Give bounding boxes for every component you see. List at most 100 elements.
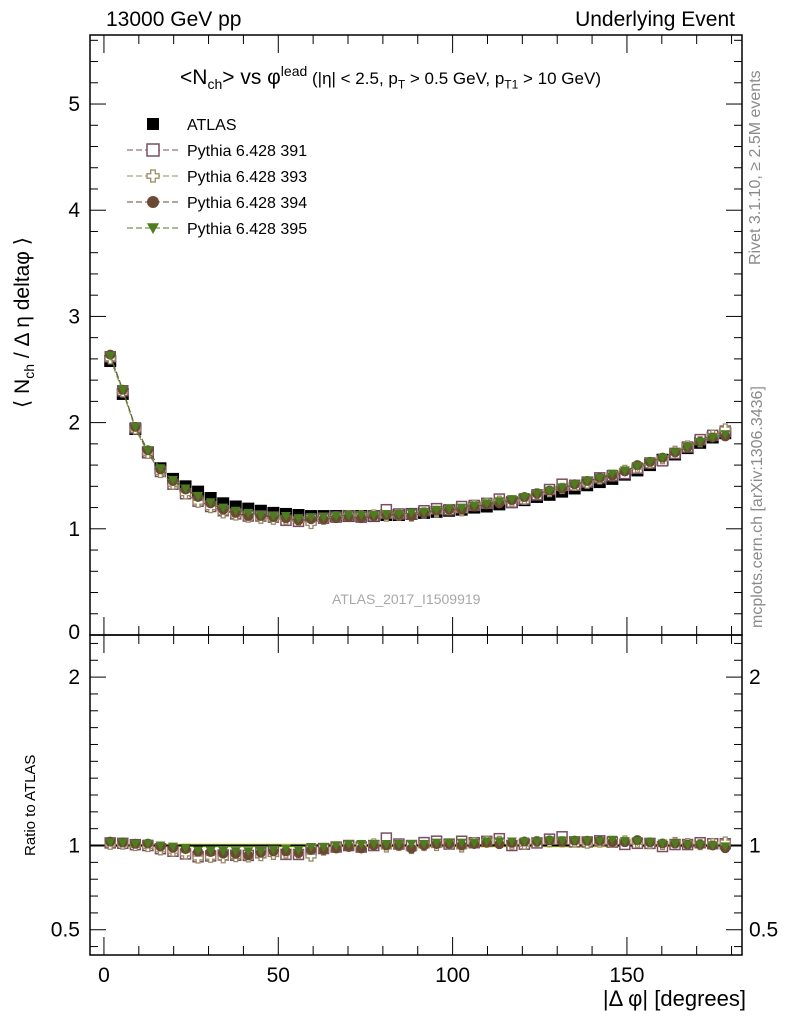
ratio-point-pythia-6-428-395 bbox=[720, 842, 731, 852]
point-pythia-6-428-395 bbox=[619, 466, 630, 476]
ratio-point-pythia-6-428-395 bbox=[180, 843, 191, 853]
point-pythia-6-428-395 bbox=[343, 511, 354, 520]
ratio-point-pythia-6-428-395 bbox=[531, 837, 542, 847]
ratio-point-pythia-6-428-395 bbox=[582, 836, 593, 846]
plot-title: <Nch> vs φlead (|η| < 2.5, pT > 0.5 GeV,… bbox=[180, 63, 601, 93]
point-pythia-6-428-395 bbox=[393, 509, 404, 519]
ratio-point-pythia-6-428-395 bbox=[117, 838, 128, 848]
x-tick-label: 150 bbox=[609, 964, 644, 987]
ratio-point-pythia-6-428-395 bbox=[444, 838, 455, 848]
analysis-watermark: ATLAS_2017_I1509919 bbox=[332, 591, 481, 607]
ratio-point-pythia-6-428-395 bbox=[657, 839, 668, 849]
ratio-point-pythia-6-428-395 bbox=[607, 835, 618, 845]
point-pythia-6-428-395 bbox=[494, 497, 505, 507]
point-pythia-6-428-395 bbox=[293, 514, 304, 524]
ratio-point-pythia-6-428-395 bbox=[331, 841, 342, 851]
ratio-point-pythia-6-428-395 bbox=[155, 841, 166, 851]
legend-label: ATLAS bbox=[187, 117, 237, 134]
point-pythia-6-428-395 bbox=[280, 512, 291, 522]
ratio-point-pythia-6-428-395 bbox=[306, 843, 317, 853]
point-pythia-6-428-395 bbox=[155, 464, 166, 474]
ratio-y-tick-label-right: 1 bbox=[749, 835, 761, 858]
ratio-point-pythia-6-428-395 bbox=[356, 840, 367, 850]
point-pythia-6-428-395 bbox=[569, 480, 580, 490]
point-pythia-6-428-395 bbox=[218, 503, 229, 513]
point-pythia-6-428-395 bbox=[142, 446, 153, 456]
point-pythia-6-428-395 bbox=[644, 457, 655, 467]
ratio-point-pythia-6-428-395 bbox=[142, 839, 153, 849]
legend-label: Pythia 6.428 393 bbox=[187, 169, 307, 186]
header-right: Underlying Event bbox=[575, 8, 735, 31]
legend-marker bbox=[146, 169, 160, 183]
legend-marker bbox=[147, 196, 159, 208]
ratio-point-pythia-6-428-395 bbox=[594, 836, 605, 846]
ratio-point-pythia-6-428-395 bbox=[682, 840, 693, 850]
point-pythia-6-428-395 bbox=[381, 509, 392, 519]
point-pythia-6-428-395 bbox=[318, 513, 329, 523]
ratio-y-tick-label: 1 bbox=[68, 835, 80, 858]
ratio-frame bbox=[89, 634, 743, 956]
point-pythia-6-428-395 bbox=[331, 512, 342, 522]
point-pythia-6-428-395 bbox=[695, 437, 706, 447]
y-tick-label: 1 bbox=[68, 518, 80, 541]
ratio-y-tick-label-right: 2 bbox=[749, 666, 761, 689]
ratio-point-pythia-6-428-395 bbox=[368, 840, 379, 850]
point-pythia-6-428-395 bbox=[117, 385, 128, 395]
point-pythia-6-428-395 bbox=[444, 504, 455, 514]
x-tick-label: 100 bbox=[435, 964, 470, 987]
ratio-point-pythia-6-428-395 bbox=[193, 846, 204, 856]
ratio-point-pythia-6-428-395 bbox=[557, 836, 568, 846]
point-pythia-6-428-395 bbox=[230, 506, 241, 516]
legend-marker bbox=[147, 118, 159, 130]
y-tick-label: 3 bbox=[68, 305, 80, 328]
legend-marker bbox=[147, 223, 159, 234]
ratio-point-pythia-6-428-395 bbox=[318, 843, 329, 853]
point-pythia-6-428-395 bbox=[431, 505, 442, 515]
ratio-point-pythia-6-428-395 bbox=[167, 842, 178, 852]
point-pythia-6-428-395 bbox=[531, 489, 542, 499]
point-pythia-6-428-395 bbox=[481, 499, 492, 509]
ratio-point-pythia-6-428-395 bbox=[130, 839, 141, 849]
point-pythia-6-428-395 bbox=[356, 511, 367, 520]
ratio-point-pythia-6-428-395 bbox=[695, 840, 706, 850]
ratio-point-pythia-6-428-395 bbox=[205, 846, 216, 856]
x-tick-label: 0 bbox=[98, 964, 110, 987]
point-pythia-6-428-395 bbox=[130, 422, 141, 432]
ratio-point-pythia-6-428-395 bbox=[632, 837, 643, 847]
ratio-point-pythia-6-428-395 bbox=[644, 838, 655, 848]
point-pythia-6-428-395 bbox=[519, 492, 530, 502]
ratio-point-pythia-6-428-395 bbox=[381, 840, 392, 850]
ratio-point-pythia-6-428-395 bbox=[456, 838, 467, 848]
point-pythia-6-428-395 bbox=[180, 484, 191, 494]
header-left: 13000 GeV pp bbox=[106, 8, 242, 31]
point-pythia-6-428-395 bbox=[243, 508, 254, 518]
point-pythia-6-428-395 bbox=[255, 511, 266, 520]
y-tick-label: 5 bbox=[68, 93, 80, 116]
point-pythia-6-428-395 bbox=[594, 473, 605, 483]
point-pythia-6-428-395 bbox=[607, 469, 618, 479]
point-pythia-6-428-395 bbox=[268, 512, 279, 522]
point-pythia-6-428-395 bbox=[557, 483, 568, 493]
point-pythia-6-428-395 bbox=[419, 507, 430, 517]
point-pythia-6-428-395 bbox=[105, 351, 116, 361]
ratio-point-pythia-6-428-395 bbox=[343, 840, 354, 850]
ratio-point-pythia-6-428-395 bbox=[105, 838, 116, 848]
ratio-point-pythia-6-428-395 bbox=[707, 841, 718, 851]
point-pythia-6-428-395 bbox=[306, 513, 317, 523]
x-tick-label: 50 bbox=[267, 964, 290, 987]
ratio-point-pythia-6-428-395 bbox=[469, 838, 480, 848]
ratio-point-pythia-6-428-395 bbox=[431, 838, 442, 848]
point-pythia-6-428-395 bbox=[720, 430, 731, 440]
ratio-point-pythia-6-428-395 bbox=[494, 837, 505, 847]
point-pythia-6-428-395 bbox=[193, 491, 204, 501]
ratio-point-pythia-6-428-395 bbox=[506, 837, 517, 847]
ratio-point-pythia-6-428-395 bbox=[293, 845, 304, 855]
point-pythia-6-428-395 bbox=[205, 498, 216, 508]
ratio-point-pythia-6-428-395 bbox=[406, 840, 417, 850]
ratio-point-pythia-6-428-395 bbox=[230, 847, 241, 857]
point-pythia-6-428-395 bbox=[406, 508, 417, 518]
ratio-point-pythia-6-428-395 bbox=[670, 839, 681, 849]
ratio-point-pythia-6-428-395 bbox=[268, 845, 279, 855]
point-pythia-6-428-395 bbox=[506, 495, 517, 505]
